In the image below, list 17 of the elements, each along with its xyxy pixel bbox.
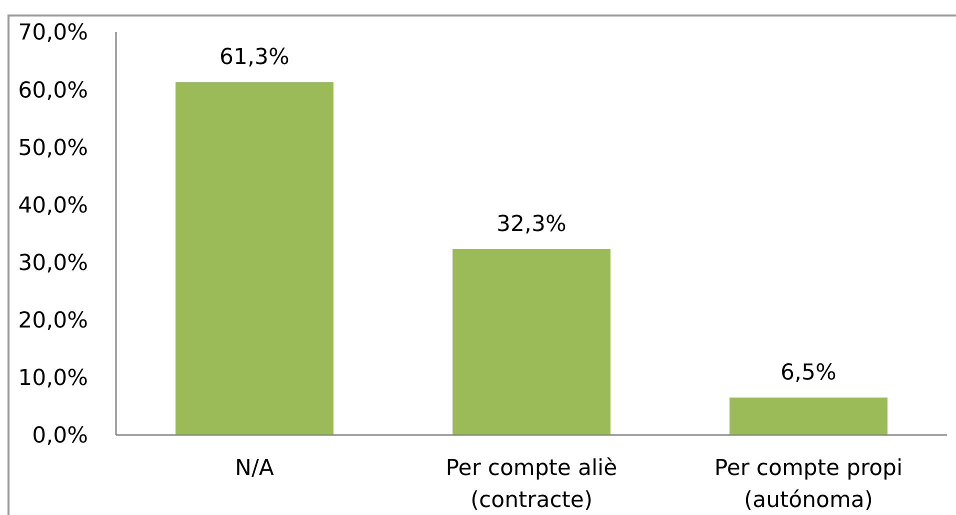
y-tick-label: 60,0%	[18, 78, 88, 104]
data-label: 32,3%	[496, 212, 566, 238]
bar	[730, 398, 888, 435]
data-label: 6,5%	[780, 360, 836, 386]
y-tick-label: 0,0%	[32, 424, 88, 449]
data-label: 61,3%	[220, 45, 290, 70]
y-tick-label: 30,0%	[18, 250, 88, 276]
bar	[176, 82, 334, 435]
y-tick-label: 20,0%	[18, 308, 88, 334]
y-tick-label: 40,0%	[18, 193, 88, 218]
x-tick-label: N/A	[235, 456, 274, 481]
x-tick-label: Per compte propi (autónoma)	[714, 456, 903, 513]
y-tick-label: 70,0%	[18, 20, 88, 46]
x-tick-label: Per compte aliè (contracte)	[446, 456, 618, 513]
y-tick-label: 50,0%	[18, 136, 88, 161]
bar	[452, 249, 610, 435]
y-tick-label: 10,0%	[18, 366, 88, 392]
